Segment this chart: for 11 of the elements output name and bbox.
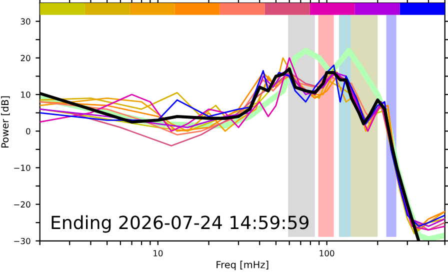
y-tick-label: −30	[14, 238, 30, 244]
y-tick-label: −20	[14, 201, 30, 208]
y-tick-label: −10	[14, 164, 30, 171]
y-axis-title: Power [dB]	[1, 96, 10, 148]
y-tick-label: 30	[20, 18, 30, 25]
y-tick-label: 10	[21, 91, 30, 98]
annotation: Ending 2026-07-24 14:59:59	[52, 215, 308, 233]
x-axis-title: Freq [mHz]	[216, 260, 268, 270]
y-tick-label: 0	[26, 128, 30, 134]
y-tick-label: 20	[20, 54, 30, 62]
x-tick-label: 100	[320, 250, 334, 256]
